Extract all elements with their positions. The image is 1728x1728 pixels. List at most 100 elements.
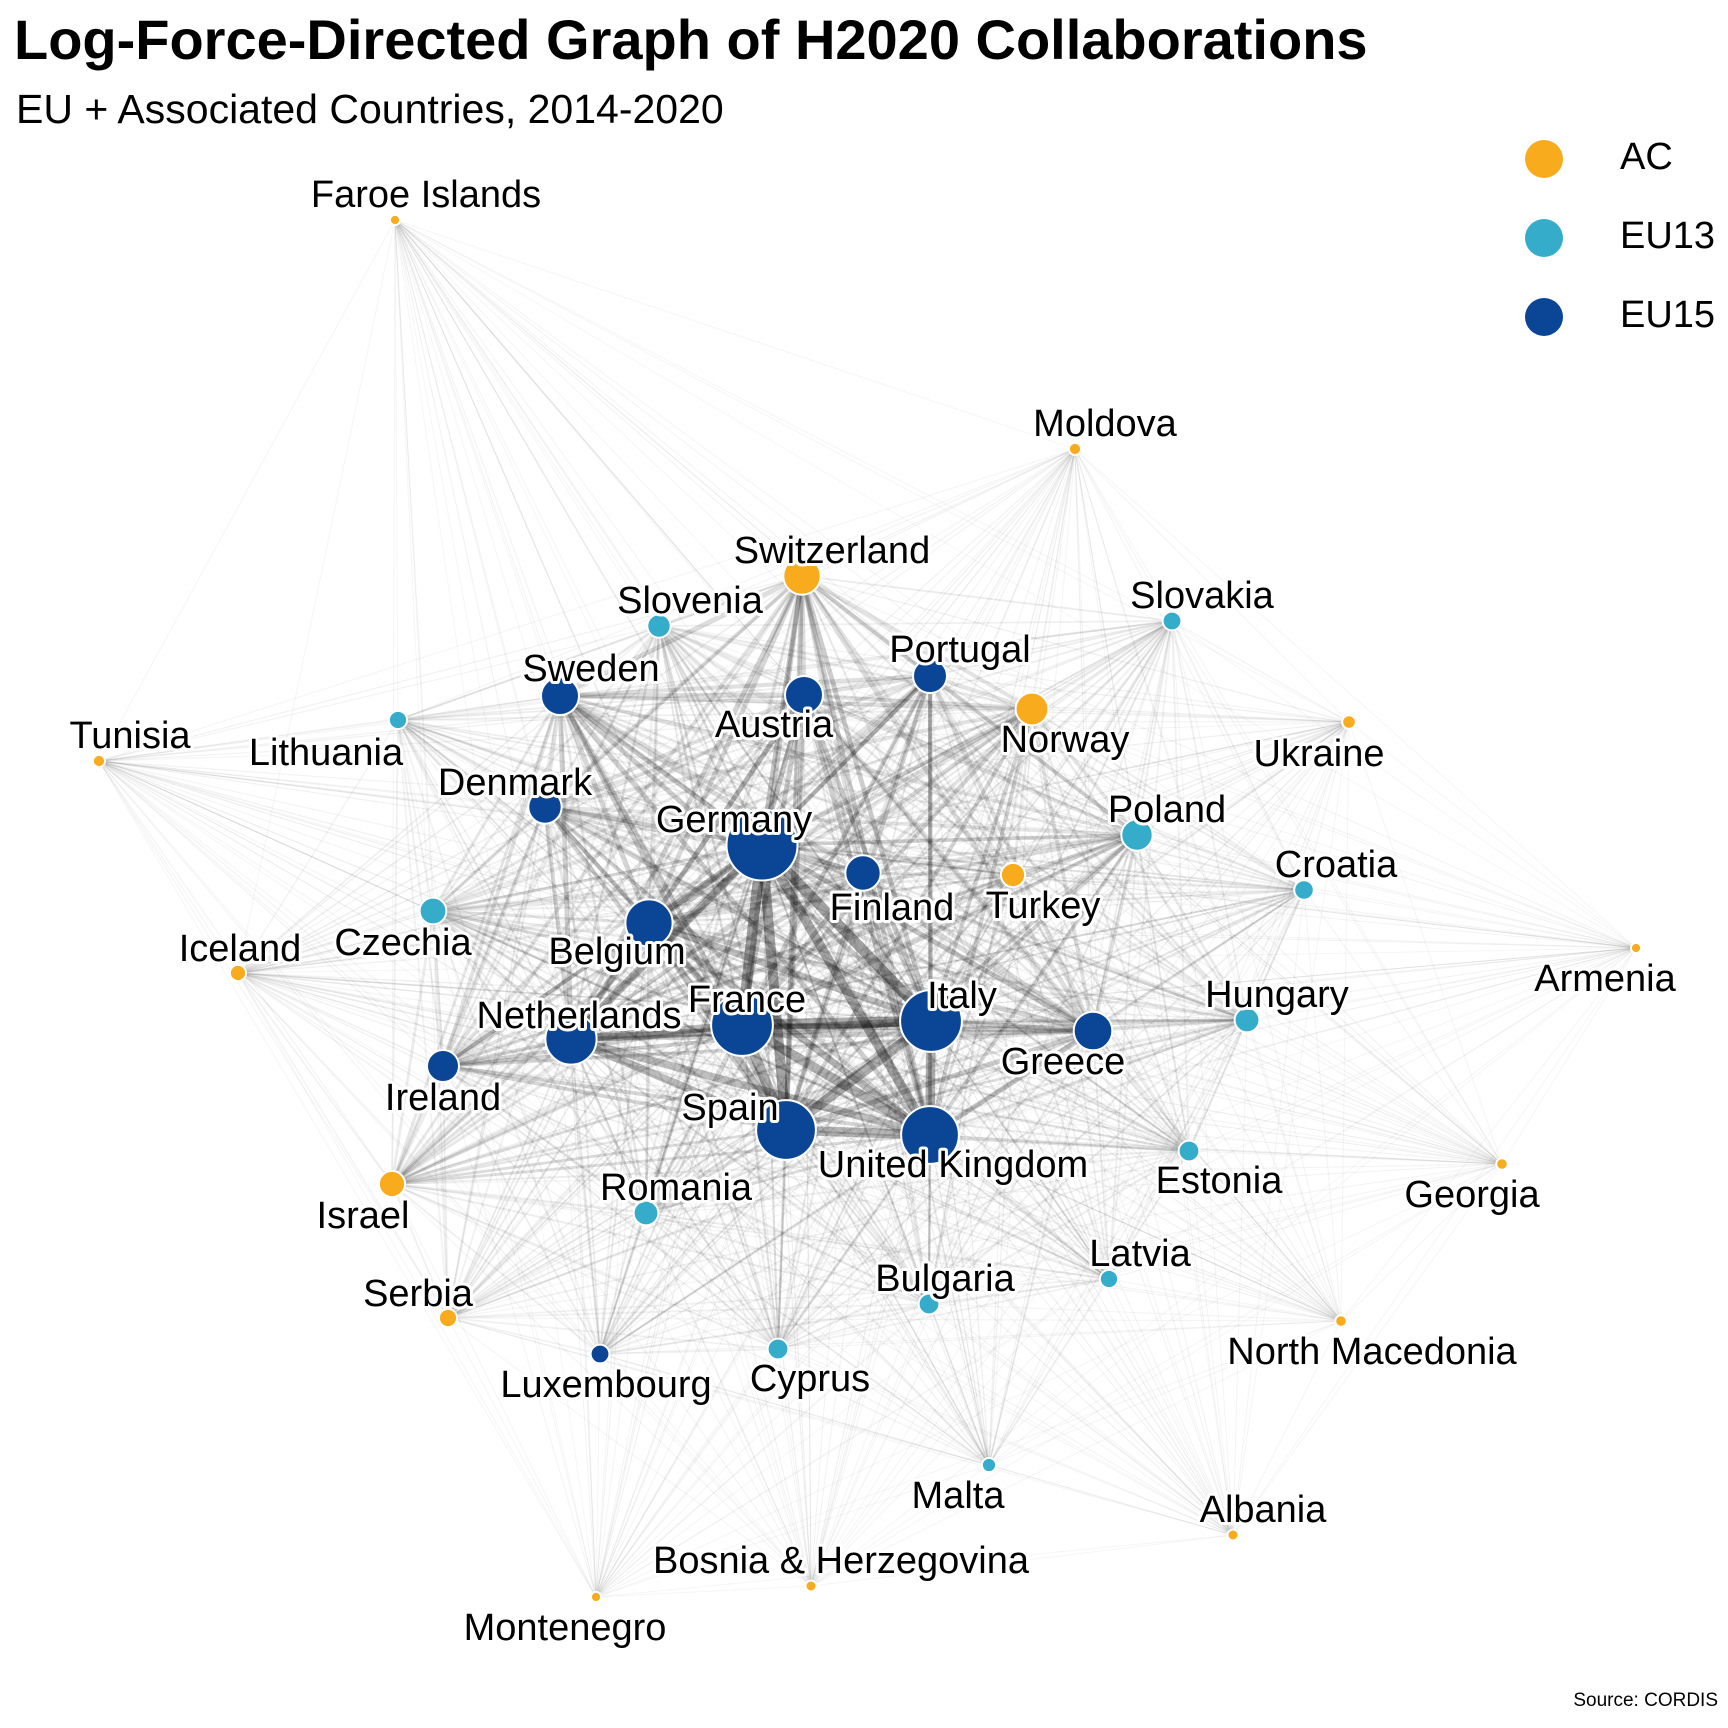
edge-greece-finland [860, 870, 1096, 1034]
edge-croatia-malta [988, 889, 1305, 1466]
edge-austria-luxembourg [599, 694, 805, 1355]
edge-norway-malta [988, 708, 1033, 1466]
edge-ireland-slovenia [441, 624, 661, 1068]
edge-spain-turkey [784, 873, 1015, 1132]
edge-tunisia-romania [98, 760, 647, 1214]
edge-switzerland-slovenia [657, 574, 804, 628]
edge-denmark-bosnia [544, 806, 812, 1587]
legend-label-eu15: EU15 [1620, 294, 1716, 336]
edge-bosnia-croatia [810, 889, 1305, 1587]
edge-italy-slovenia [657, 624, 933, 1023]
edge-france-georgia [741, 1024, 1503, 1165]
edge-netherlands-bosnia [570, 1038, 812, 1587]
edge-austria-lithuania [397, 694, 805, 721]
edge-netherlands-cyprus [569, 1037, 780, 1351]
node-label-luxembourg: Luxembourg [500, 1364, 711, 1406]
edge-france-bulgaria [740, 1023, 931, 1306]
node-label-latvia: Latvia [1089, 1233, 1191, 1275]
edge-belgium-sweden [557, 693, 652, 926]
edge-czechia-malta [432, 910, 990, 1466]
edge-germany-bosnia [761, 844, 812, 1587]
edge-germany-norway [760, 707, 1034, 847]
edge-greece-czechia [431, 909, 1095, 1033]
node-label-armenia: Armenia [1534, 958, 1676, 1000]
edge-denmark-ireland [441, 805, 547, 1068]
node-hungary [1233, 1006, 1261, 1034]
edge-sweden-georgia [559, 695, 1503, 1165]
edge-france-northmacedonia [741, 1024, 1342, 1322]
edge-luxembourg-bulgaria [599, 1303, 930, 1355]
node-label-ukraine: Ukraine [1254, 733, 1385, 775]
edge-luxembourg-slovenia [599, 625, 660, 1355]
edge-israel-latvia [391, 1183, 1110, 1280]
edge-sweden-slovenia [558, 624, 661, 698]
edge-ukraine-latvia [1108, 721, 1350, 1280]
legend: AC EU13 EU15 [1515, 130, 1725, 367]
edge-northmacedonia-romania [645, 1212, 1342, 1322]
edge-ireland-georgia [442, 1065, 1503, 1165]
edge-montenegro-lithuania [397, 719, 597, 1598]
edge-ireland-armenia [442, 947, 1637, 1067]
edge-armenia-cyprus [777, 947, 1637, 1350]
edge-luxembourg-switzerland [599, 575, 803, 1355]
edge-israel-slovenia [390, 624, 661, 1186]
edge-uk-poland [928, 833, 1139, 1137]
edge-austria-denmark [542, 692, 807, 810]
edge-ireland-turkey [441, 873, 1015, 1068]
edge-ireland-latvia [442, 1065, 1110, 1280]
edge-bosnia-bulgaria [810, 1303, 930, 1587]
edge-netherlands-denmark [542, 804, 574, 1042]
edge-iceland-armenia [237, 947, 1637, 974]
edge-portugal-cyprus [776, 674, 932, 1351]
edge-turkey-lithuania [397, 719, 1014, 876]
edge-luxembourg-georgia [599, 1163, 1503, 1355]
edge-uk-luxembourg [599, 1134, 931, 1355]
edge-germany-hungary [760, 843, 1249, 1022]
edge-belgium-romania [644, 921, 651, 1215]
edge-ukraine-lithuania [397, 719, 1350, 723]
edge-turkey-northmacedonia [1012, 874, 1342, 1322]
edge-montenegro-romania [595, 1212, 647, 1598]
edge-finland-iceland [237, 872, 864, 974]
edge-tunisia-estonia [98, 760, 1190, 1152]
edge-switzerland-croatia [801, 575, 1305, 891]
edge-albania-hungary [1232, 1019, 1248, 1536]
edge-denmark-montenegro [544, 806, 597, 1598]
edge-netherlands-greece [568, 1028, 1096, 1042]
edge-germany-ireland [441, 843, 764, 1068]
edge-luxembourg-northmacedonia [599, 1320, 1342, 1355]
edge-iceland-czechia [237, 910, 434, 974]
edge-ireland-slovakia [442, 620, 1173, 1067]
edge-france-faroe [394, 219, 743, 1026]
edge-italy-malta [930, 1020, 990, 1466]
edge-switzerland-israel [390, 574, 804, 1186]
node-spain [755, 1099, 817, 1161]
edge-spain-bulgaria [784, 1128, 931, 1306]
edge-germany-bulgaria [760, 843, 931, 1306]
edge-norway-turkey [1011, 707, 1034, 877]
edge-denmark-israel [390, 805, 547, 1186]
edge-albania-latvia [1108, 1278, 1234, 1536]
edge-estonia-malta [988, 1150, 1190, 1466]
edge-switzerland-turkey [800, 574, 1015, 877]
edge-greece-luxembourg [599, 1030, 1094, 1355]
edge-finland-armenia [862, 872, 1637, 949]
edge-sweden-hungary [558, 694, 1249, 1022]
node-label-bosnia: Bosnia & Herzegovina [653, 1540, 1030, 1582]
edge-sweden-cyprus [558, 694, 780, 1351]
edge-spain-luxembourg [599, 1129, 787, 1355]
edge-faroe-czechia [394, 219, 434, 912]
edge-france-hungary [740, 1018, 1249, 1027]
edge-serbia-czechia [432, 910, 449, 1319]
edge-switzerland-bosnia [801, 575, 812, 1587]
edge-greece-estonia [1091, 1029, 1191, 1153]
edge-germany-latvia [761, 844, 1110, 1280]
edge-switzerland-hungary [800, 574, 1249, 1022]
node-label-israel: Israel [317, 1195, 410, 1237]
edge-slovenia-cyprus [657, 624, 780, 1351]
node-label-norway: Norway [1001, 719, 1130, 761]
edge-italy-poland [929, 833, 1139, 1023]
edge-germany-netherlands [567, 841, 766, 1043]
edge-northmacedonia-slovenia [658, 625, 1342, 1322]
edge-finland-slovenia [657, 624, 865, 875]
